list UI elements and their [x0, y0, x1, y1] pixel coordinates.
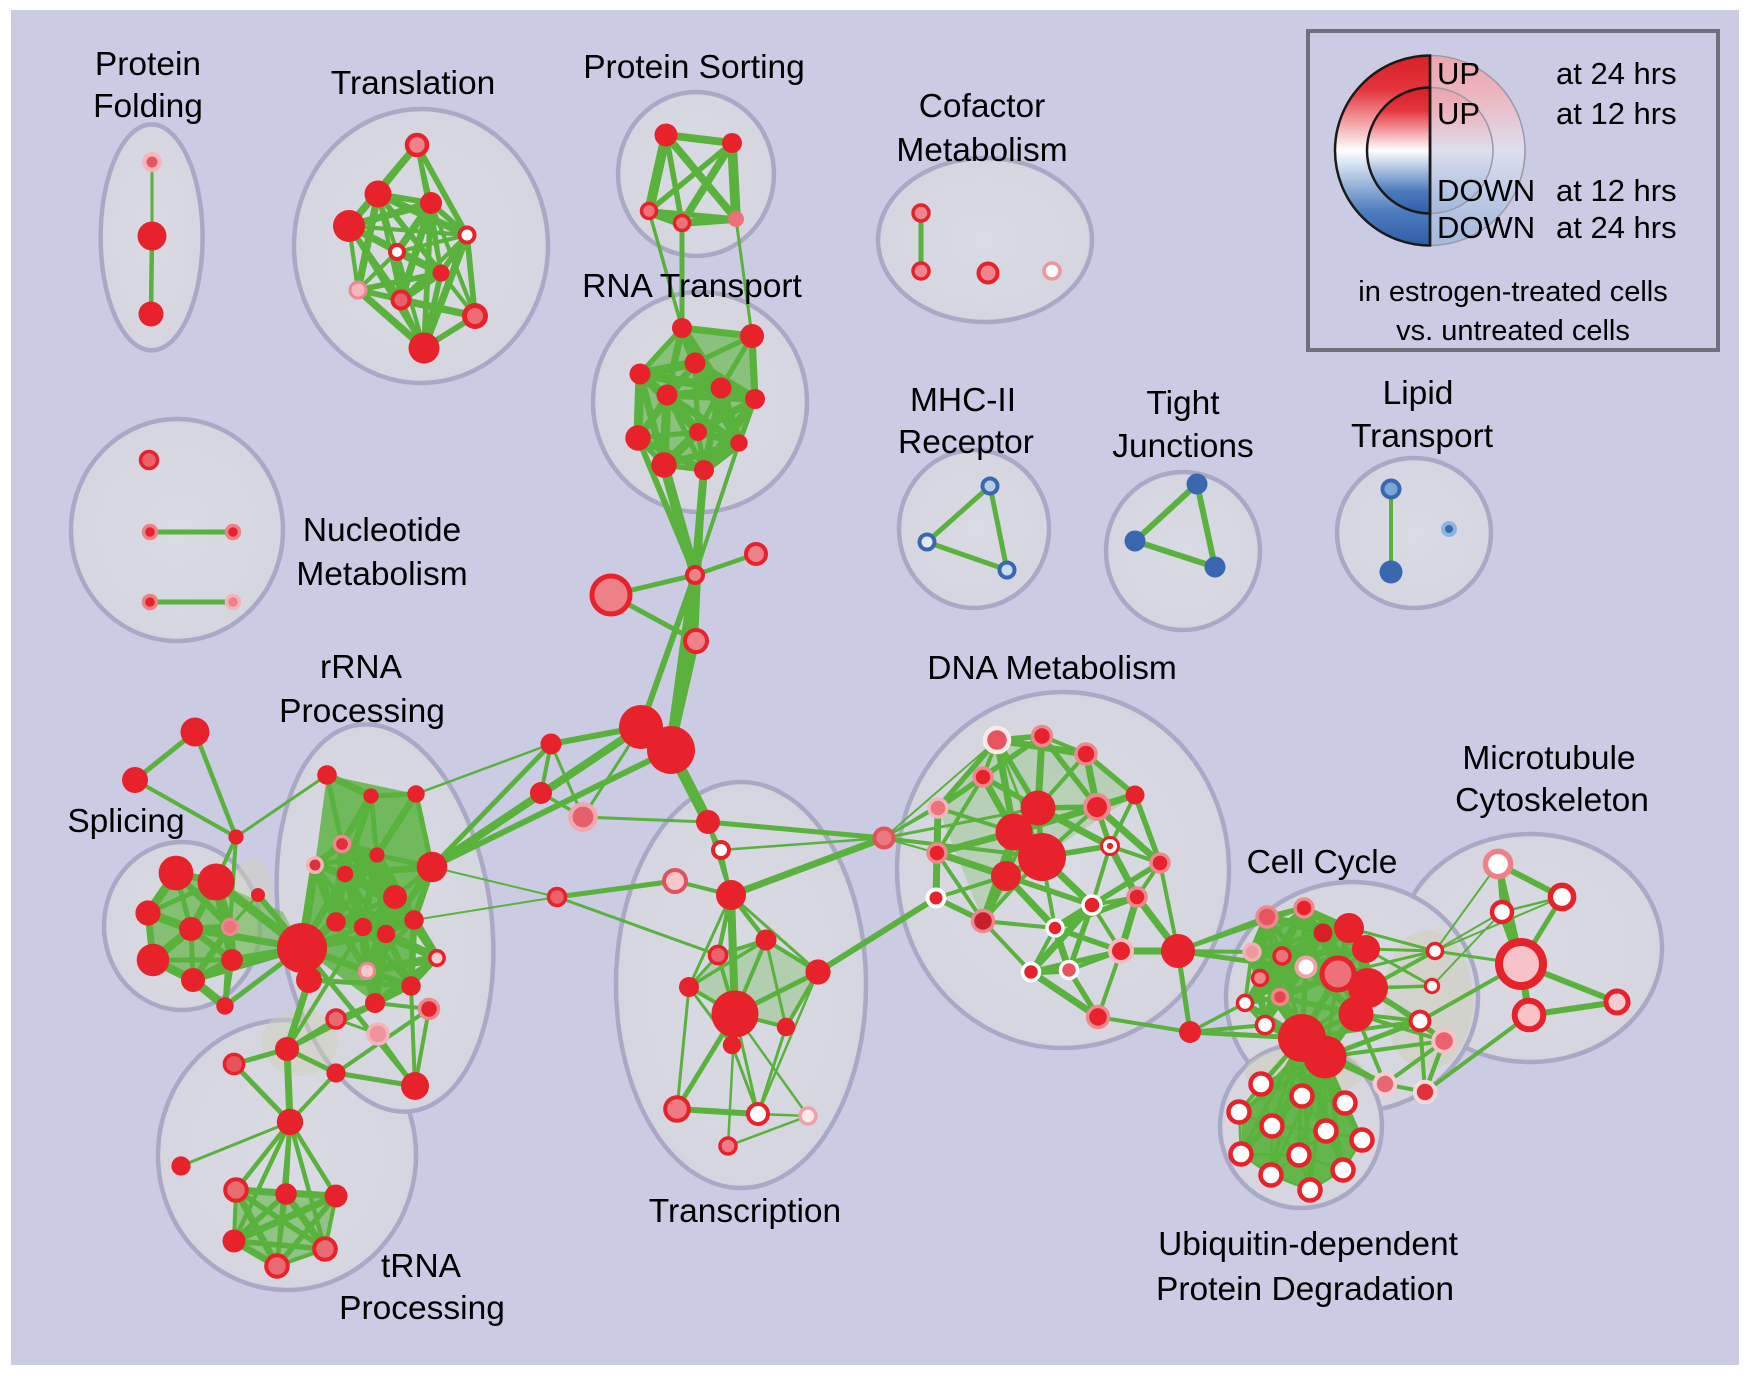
svg-text:Lipid: Lipid: [1383, 375, 1454, 412]
svg-text:at 24 hrs: at 24 hrs: [1556, 56, 1677, 91]
svg-text:Ubiquitin-dependent: Ubiquitin-dependent: [1158, 1226, 1459, 1263]
svg-text:Processing: Processing: [279, 693, 445, 730]
svg-text:Nucleotide: Nucleotide: [303, 512, 461, 549]
svg-text:Translation: Translation: [331, 65, 495, 102]
svg-text:Tight: Tight: [1146, 385, 1220, 422]
svg-text:UP: UP: [1437, 56, 1480, 91]
svg-text:in estrogen-treated cells: in estrogen-treated cells: [1358, 276, 1668, 308]
svg-text:Metabolism: Metabolism: [296, 556, 467, 593]
svg-text:at 24 hrs: at 24 hrs: [1556, 210, 1677, 245]
svg-text:RNA Transport: RNA Transport: [582, 268, 802, 305]
svg-text:Cell Cycle: Cell Cycle: [1247, 844, 1398, 881]
svg-text:Transcription: Transcription: [649, 1193, 841, 1230]
svg-text:UP: UP: [1437, 96, 1480, 131]
svg-text:MHC-II: MHC-II: [910, 382, 1016, 419]
svg-text:Splicing: Splicing: [67, 803, 184, 840]
svg-text:Protein: Protein: [95, 46, 201, 83]
svg-text:Junctions: Junctions: [1112, 428, 1254, 465]
svg-text:Folding: Folding: [93, 88, 203, 125]
svg-text:DNA Metabolism: DNA Metabolism: [927, 650, 1176, 687]
svg-text:Protein Sorting: Protein Sorting: [583, 49, 805, 86]
svg-text:vs. untreated cells: vs. untreated cells: [1396, 315, 1630, 347]
svg-text:tRNA: tRNA: [381, 1248, 462, 1285]
svg-text:at 12 hrs: at 12 hrs: [1556, 96, 1677, 131]
svg-text:DOWN: DOWN: [1437, 173, 1535, 208]
svg-text:Protein Degradation: Protein Degradation: [1156, 1271, 1454, 1308]
svg-text:rRNA: rRNA: [320, 649, 403, 686]
svg-text:Metabolism: Metabolism: [896, 132, 1067, 169]
svg-text:DOWN: DOWN: [1437, 210, 1535, 245]
svg-text:Cofactor: Cofactor: [919, 88, 1046, 125]
svg-text:at 12 hrs: at 12 hrs: [1556, 173, 1677, 208]
svg-text:Receptor: Receptor: [898, 424, 1034, 461]
svg-text:Transport: Transport: [1351, 418, 1494, 455]
svg-text:Processing: Processing: [339, 1290, 505, 1327]
svg-text:Cytoskeleton: Cytoskeleton: [1455, 782, 1649, 819]
svg-text:Microtubule: Microtubule: [1462, 740, 1635, 777]
